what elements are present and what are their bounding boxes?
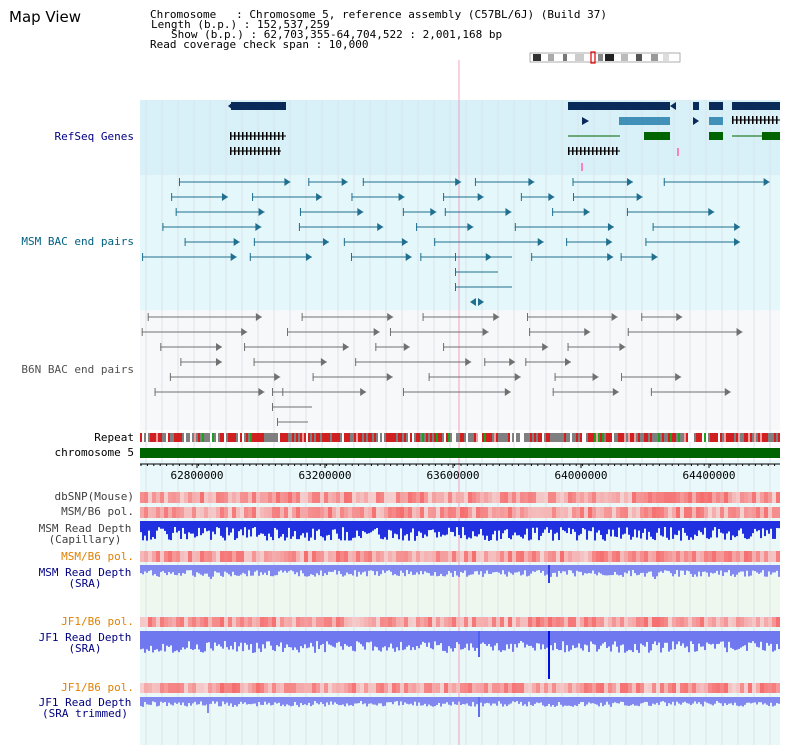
page-title: Map View [9, 8, 82, 26]
track-label-msm-depth-sra[interactable]: MSM Read Depth (SRA) [38, 566, 132, 590]
axis-tick-label: 63200000 [299, 469, 352, 482]
repeat-track[interactable] [140, 433, 780, 442]
track-label-jf1-b6-pol[interactable]: JF1/B6 pol. [61, 615, 134, 628]
axis-tick-label: 64000000 [555, 469, 608, 482]
info-length: Length (b.p.) : 152,537,259 [151, 18, 330, 31]
msm-sra-depth[interactable] [140, 565, 780, 583]
axis-tick-label: 63600000 [427, 469, 480, 482]
track-label-dbsnp[interactable]: dbSNP(Mouse) [54, 490, 134, 503]
track-label-jf1-b6-pol-2[interactable]: JF1/B6 pol. [61, 681, 134, 694]
ideogram-position-marker [590, 51, 596, 64]
track-label-jf1-depth-trimmed[interactable]: JF1 Read Depth (SRA trimmed) [38, 696, 132, 720]
jf1-sra-trimmed-depth[interactable] [140, 697, 780, 717]
jf1-b6-pol-strip[interactable] [140, 617, 780, 627]
track-label-msm-bac[interactable]: MSM BAC end pairs [21, 235, 134, 248]
track-label-repeat[interactable]: Repeat [94, 431, 134, 444]
b6n-bac-track-bg [140, 310, 780, 430]
dbsnp-heat-strip[interactable] [140, 492, 780, 503]
msm-b6-pol-strip[interactable] [140, 507, 780, 518]
axis-bg [140, 460, 780, 490]
track-label-msm-depth-capillary[interactable]: MSM Read Depth (Capillary) [38, 522, 132, 546]
chromosome-info: Chromosome : Chromosome 5, reference ass… [150, 8, 607, 51]
msm-b6-pol-strip-2[interactable] [140, 551, 780, 562]
msm-sra-bg [140, 575, 780, 615]
chromosome-bar[interactable] [140, 448, 780, 458]
msm-bac-pairs[interactable] [142, 178, 770, 306]
track-label-msm-b6-pol-2[interactable]: MSM/B6 pol. [61, 550, 134, 563]
refseq-genes[interactable] [228, 102, 780, 171]
track-label-msm-b6-pol[interactable]: MSM/B6 pol. [61, 505, 134, 518]
track-label-b6n-bac[interactable]: B6N BAC end pairs [21, 363, 134, 376]
jf1-b6-pol-strip-2[interactable] [140, 683, 780, 693]
info-coverage-span: Read coverage check span : 10,000 [150, 38, 369, 51]
chromosome-ideogram[interactable] [529, 51, 681, 64]
track-label-jf1-depth-sra[interactable]: JF1 Read Depth (SRA) [38, 631, 132, 655]
track-label-refseq[interactable]: RefSeq Genes [54, 130, 134, 143]
info-chromosome: Chromosome : Chromosome 5, reference ass… [150, 8, 607, 21]
track-label-chromosome[interactable]: chromosome 5 [54, 446, 134, 459]
position-axis: 62800000 63200000 63600000 64000000 6440… [140, 463, 780, 482]
info-show-range: Show (b.p.) : 62,703,355-64,704,522 : 2,… [171, 28, 503, 41]
refseq-track-bg [140, 100, 780, 175]
b6n-bac-pairs[interactable] [141, 313, 743, 426]
msm-capillary-depth[interactable] [140, 521, 780, 541]
axis-tick-label: 62800000 [171, 469, 224, 482]
axis-tick-label: 64400000 [683, 469, 736, 482]
jf1-sra-depth[interactable] [140, 631, 780, 679]
